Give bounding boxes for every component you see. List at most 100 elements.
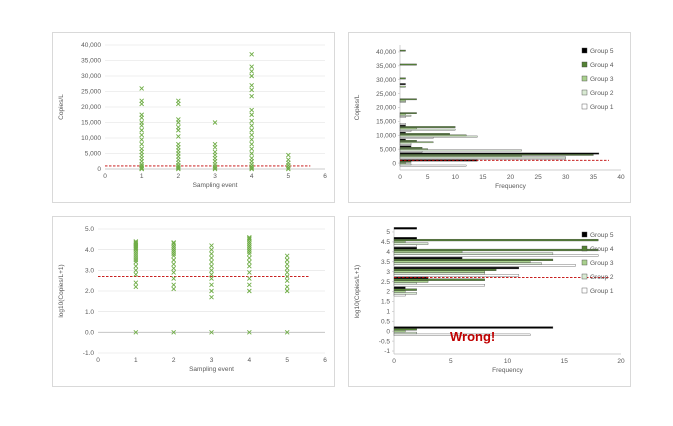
histogram-bar <box>393 258 554 262</box>
x-axis-title: Frequency <box>495 183 526 190</box>
data-point <box>212 149 218 155</box>
y-tick-label: 4.5 <box>381 239 390 246</box>
chart-svg: -1.0 0.0 1.0 2.0 3.0 4.0 5.0 0 1 2 3 4 5 6 Sampling ev… <box>58 226 327 373</box>
legend-swatch <box>581 103 588 110</box>
data-point <box>247 255 252 261</box>
histogram-bar <box>399 164 467 167</box>
histogram-bar <box>393 250 463 253</box>
y-tick-label: 30,000 <box>376 77 396 84</box>
data-point <box>139 98 144 104</box>
x-axis-title: Frequency <box>492 367 523 374</box>
histogram-bar <box>399 147 423 149</box>
histogram-bar <box>399 63 417 66</box>
data-point <box>249 82 254 88</box>
data-point <box>247 276 252 281</box>
legend-label: Group 5 <box>590 48 614 55</box>
data-point <box>284 284 290 290</box>
y-tick-label: 3.5 <box>381 259 390 266</box>
data-point <box>171 276 176 281</box>
data-point <box>249 93 254 99</box>
histogram-bar <box>399 128 456 131</box>
y-tick-label: 4.0 <box>85 247 94 254</box>
histogram-bar <box>393 237 417 240</box>
y-axis-title: Copies/L <box>58 94 65 120</box>
histogram-bar <box>399 137 434 139</box>
data-point <box>286 166 291 172</box>
histogram-linear-panel: 0 5 10 15 20 25 30 35 40 0 5,000 10,000 15,000 20,000… <box>348 32 631 203</box>
data-point <box>286 157 291 163</box>
y-tick-label: 0 <box>386 328 390 335</box>
data-point <box>247 282 252 288</box>
histogram-bar <box>399 133 450 135</box>
legend-label: Group 1 <box>590 104 614 111</box>
histogram-bar <box>393 333 531 336</box>
y-axis-title: Copies/L <box>354 94 361 120</box>
y-tick-label: 3.0 <box>85 268 94 275</box>
legend-label: Group 4 <box>590 62 614 69</box>
data-point <box>209 330 214 335</box>
histogram-bar <box>393 278 485 281</box>
histogram-bar <box>399 127 417 130</box>
y-tick-label: 35,000 <box>81 58 101 65</box>
data-point <box>249 127 254 133</box>
data-point <box>209 259 214 265</box>
legend-label: Group 3 <box>590 260 614 267</box>
data-point <box>212 165 218 171</box>
histogram-bar <box>399 83 406 85</box>
data-point <box>249 112 254 118</box>
histogram-bar <box>399 113 406 116</box>
y-tick-label: 2.0 <box>85 288 94 295</box>
y-tick-label: 5,000 <box>380 146 397 153</box>
data-point <box>139 137 144 142</box>
histogram-bar <box>393 254 599 257</box>
x-tick-label: 20 <box>507 174 515 181</box>
data-point <box>249 107 254 113</box>
data-point <box>249 73 254 79</box>
histogram-bar <box>399 148 428 150</box>
histogram-bar <box>393 260 531 263</box>
data-point <box>176 124 181 130</box>
x-tick-label: 15 <box>561 358 569 365</box>
histogram-bar <box>399 114 412 117</box>
data-point <box>247 249 252 255</box>
y-tick-label: 30,000 <box>81 73 101 80</box>
x-tick-label: 0 <box>398 174 402 181</box>
histogram-bar <box>399 134 467 137</box>
histogram-bar <box>399 101 406 103</box>
legend-swatch <box>581 89 588 96</box>
scatter-linear-panel: 0 5,000 10,000 15,000 20,000 25,000 30,000 35,0… <box>52 32 335 203</box>
data-point <box>176 98 181 104</box>
data-point <box>247 235 252 241</box>
y-tick-label: 0 <box>392 160 396 167</box>
legend-label: Group 2 <box>590 90 614 97</box>
data-point <box>139 132 144 138</box>
histogram-bar <box>399 98 417 101</box>
data-point <box>284 257 290 263</box>
data-point <box>249 141 254 147</box>
x-tick-label: 40 <box>617 174 625 181</box>
data-point <box>247 241 252 246</box>
chart-svg: 0 5 10 15 20 25 30 35 40 0 5,000 10,000 15,000 20,000… <box>354 45 625 190</box>
y-tick-label: 0.0 <box>85 330 94 337</box>
data-point <box>171 249 176 255</box>
histogram-bar <box>393 264 576 267</box>
histogram-bar <box>399 123 406 125</box>
x-tick-label: 5 <box>449 358 453 365</box>
y-tick-label: 5 <box>386 229 390 236</box>
data-point <box>209 251 214 257</box>
histogram-bar <box>399 142 412 145</box>
x-tick-label: 6 <box>323 173 327 180</box>
data-point <box>209 243 214 248</box>
legend-label: Group 2 <box>590 274 614 281</box>
legend-swatch <box>581 245 588 252</box>
data-point <box>139 86 144 91</box>
y-tick-label: 10,000 <box>81 135 101 142</box>
histogram-bar <box>399 162 406 164</box>
data-point <box>284 330 290 335</box>
histogram-bar <box>399 49 406 52</box>
data-point <box>171 241 176 246</box>
histogram-bar <box>399 145 412 148</box>
chart-svg: 0 5 10 15 20 -1 -0.5 0 0.5 1 1.5 2 2.5 3 3.5 4 4.5 5 Group… <box>354 227 625 374</box>
data-point <box>171 265 176 271</box>
histogram-bar <box>393 238 599 242</box>
